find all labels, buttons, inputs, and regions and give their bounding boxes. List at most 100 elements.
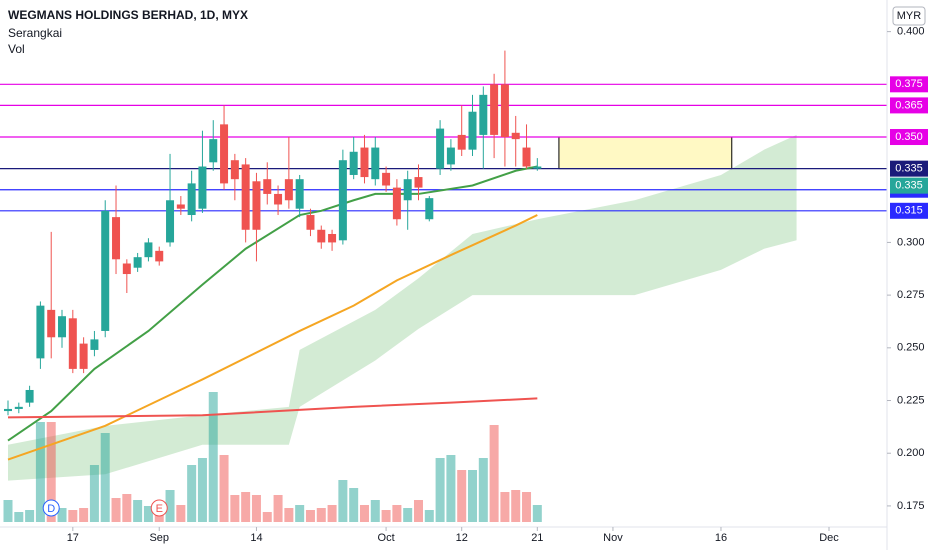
level-label: 0.365	[895, 99, 923, 111]
candle-body	[230, 160, 239, 180]
plot-area	[0, 50, 887, 522]
level-label: 0.335	[895, 163, 923, 175]
candle-body	[90, 339, 99, 350]
candle-body	[112, 217, 121, 260]
volume-bar	[435, 458, 445, 522]
candle-body	[274, 193, 283, 205]
candle-body	[252, 181, 261, 230]
cloud	[8, 134, 797, 481]
y-tick-label: 0.200	[897, 447, 925, 459]
volume-bar	[100, 433, 110, 522]
volume-bar	[111, 498, 121, 522]
candle-body	[284, 179, 293, 201]
candle-body	[187, 183, 196, 216]
volume-bar	[46, 422, 56, 522]
volume-bar	[187, 465, 197, 522]
candle-body	[328, 233, 337, 243]
volume-bar	[424, 510, 434, 522]
volume-bar	[219, 455, 229, 522]
currency-box[interactable]	[892, 6, 926, 26]
volume-bar	[468, 470, 478, 522]
volume-bar	[327, 505, 337, 522]
candle-body	[68, 318, 77, 369]
volume-bar	[35, 422, 45, 522]
volume-bar	[230, 495, 240, 522]
volume-bar	[316, 508, 326, 522]
candle-body	[176, 204, 185, 209]
y-tick-label: 0.275	[897, 289, 925, 301]
candle-body	[511, 132, 520, 140]
level-label-box	[890, 129, 928, 146]
candle-body	[522, 147, 531, 167]
volume-bar	[208, 392, 218, 522]
currency[interactable]: MYR	[897, 10, 922, 22]
candle-body	[263, 179, 272, 194]
candle-body	[457, 134, 466, 150]
volume-bar	[381, 510, 391, 522]
candle-body	[14, 406, 23, 409]
event-marker	[42, 499, 60, 517]
volume-bar	[338, 480, 348, 522]
candle-body	[468, 111, 477, 150]
y-tick-label: 0.250	[897, 342, 925, 354]
volume-bar	[197, 458, 207, 522]
moving-average	[7, 397, 538, 419]
level-label: 0.375	[895, 78, 923, 90]
volume-bar	[143, 506, 153, 522]
x-tick-label: 21	[531, 532, 543, 544]
volume-bar	[478, 458, 488, 522]
level-label-box	[890, 76, 928, 93]
candle-body	[101, 210, 110, 331]
candle-body	[403, 179, 412, 201]
volume-bar	[370, 500, 380, 522]
candle-body	[414, 177, 423, 188]
volume-bar	[284, 508, 294, 522]
volume-bar	[511, 490, 521, 522]
x-tick-label: 14	[250, 532, 262, 544]
x-tick-label: Sep	[149, 532, 169, 544]
y-tick-label: 0.175	[897, 500, 925, 512]
volume-bar	[89, 465, 99, 522]
volume-bar	[359, 505, 369, 522]
candle-body	[295, 179, 304, 209]
volume-bar	[57, 508, 67, 522]
volume-bar	[251, 495, 261, 522]
candle-body	[371, 147, 380, 180]
volume-bar	[3, 500, 13, 522]
volume-bar	[457, 470, 467, 522]
candle-body	[58, 316, 67, 338]
volume-bar	[122, 494, 132, 522]
volume-bar	[25, 510, 35, 522]
candle-body	[533, 166, 542, 169]
volume-bar	[14, 512, 24, 522]
candle-body	[47, 309, 56, 338]
candle-body	[209, 139, 218, 163]
event-marker	[150, 499, 168, 517]
volume-bar	[262, 512, 272, 522]
candle-body	[166, 200, 175, 243]
candle-body	[338, 160, 347, 241]
level-label: 0.350	[895, 131, 923, 143]
event-marker-label: D	[47, 503, 55, 515]
moving-average	[7, 214, 538, 461]
level-label-box	[890, 160, 928, 177]
candle-body	[382, 172, 391, 186]
x-tick-label: Oct	[378, 532, 395, 544]
candle-body	[446, 147, 455, 165]
volume-bar	[295, 505, 305, 522]
level-label-box	[890, 97, 928, 114]
volume-bar	[273, 495, 283, 522]
volume-bar	[349, 488, 359, 522]
candle-body	[425, 198, 434, 220]
last-price-label: 0.335	[895, 180, 923, 192]
y-tick-label: 0.400	[897, 26, 925, 38]
volume-bar	[241, 492, 251, 522]
volume-bar	[392, 505, 402, 522]
candle-body	[220, 124, 229, 184]
candle-body	[144, 242, 153, 258]
event-marker-label: E	[156, 503, 163, 515]
x-tick-label: Nov	[603, 532, 623, 544]
indicator-name: Vol	[8, 42, 25, 56]
volume-bar	[413, 500, 423, 522]
candle-body	[317, 229, 326, 243]
